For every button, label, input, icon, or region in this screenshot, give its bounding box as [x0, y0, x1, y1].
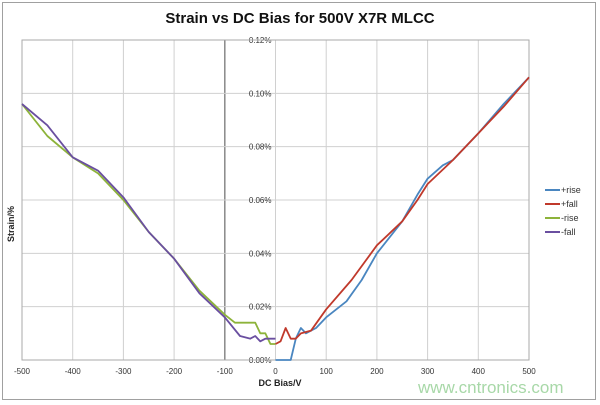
y-axis-label: Strain/% [6, 205, 16, 242]
chart-frame [2, 2, 596, 400]
legend-label: +rise [561, 185, 581, 195]
y-tick-label: 0.02% [249, 303, 272, 312]
legend-label: -rise [561, 213, 579, 223]
x-tick-label: -500 [14, 367, 31, 376]
y-tick-label: 0.10% [249, 89, 272, 98]
watermark: www.cntronics.com [418, 378, 564, 397]
x-tick-label: 0 [273, 367, 278, 376]
x-tick-label: -400 [65, 367, 82, 376]
series-line-minus-rise [21, 103, 276, 345]
x-tick-label: -200 [166, 367, 183, 376]
x-tick-label: 200 [370, 367, 384, 376]
x-tick-label: 500 [522, 367, 536, 376]
x-tick-label: -300 [115, 367, 132, 376]
y-tick-label: 0.06% [249, 196, 272, 205]
y-tick-label: 0.08% [249, 143, 272, 152]
x-tick-label: -100 [217, 367, 234, 376]
x-tick-label: 100 [320, 367, 334, 376]
series-line-minus-fall [21, 103, 276, 343]
legend-label: -fall [561, 227, 576, 237]
series-line-plusminus-fall [275, 76, 530, 345]
chart-title: Strain vs DC Bias for 500V X7R MLCC [165, 10, 435, 27]
y-tick-label: 0.04% [249, 249, 272, 258]
x-tick-label: 400 [472, 367, 486, 376]
x-tick-label: 300 [421, 367, 435, 376]
x-axis-label: DC Bias/V [258, 378, 302, 388]
legend-label: +fall [561, 199, 578, 209]
